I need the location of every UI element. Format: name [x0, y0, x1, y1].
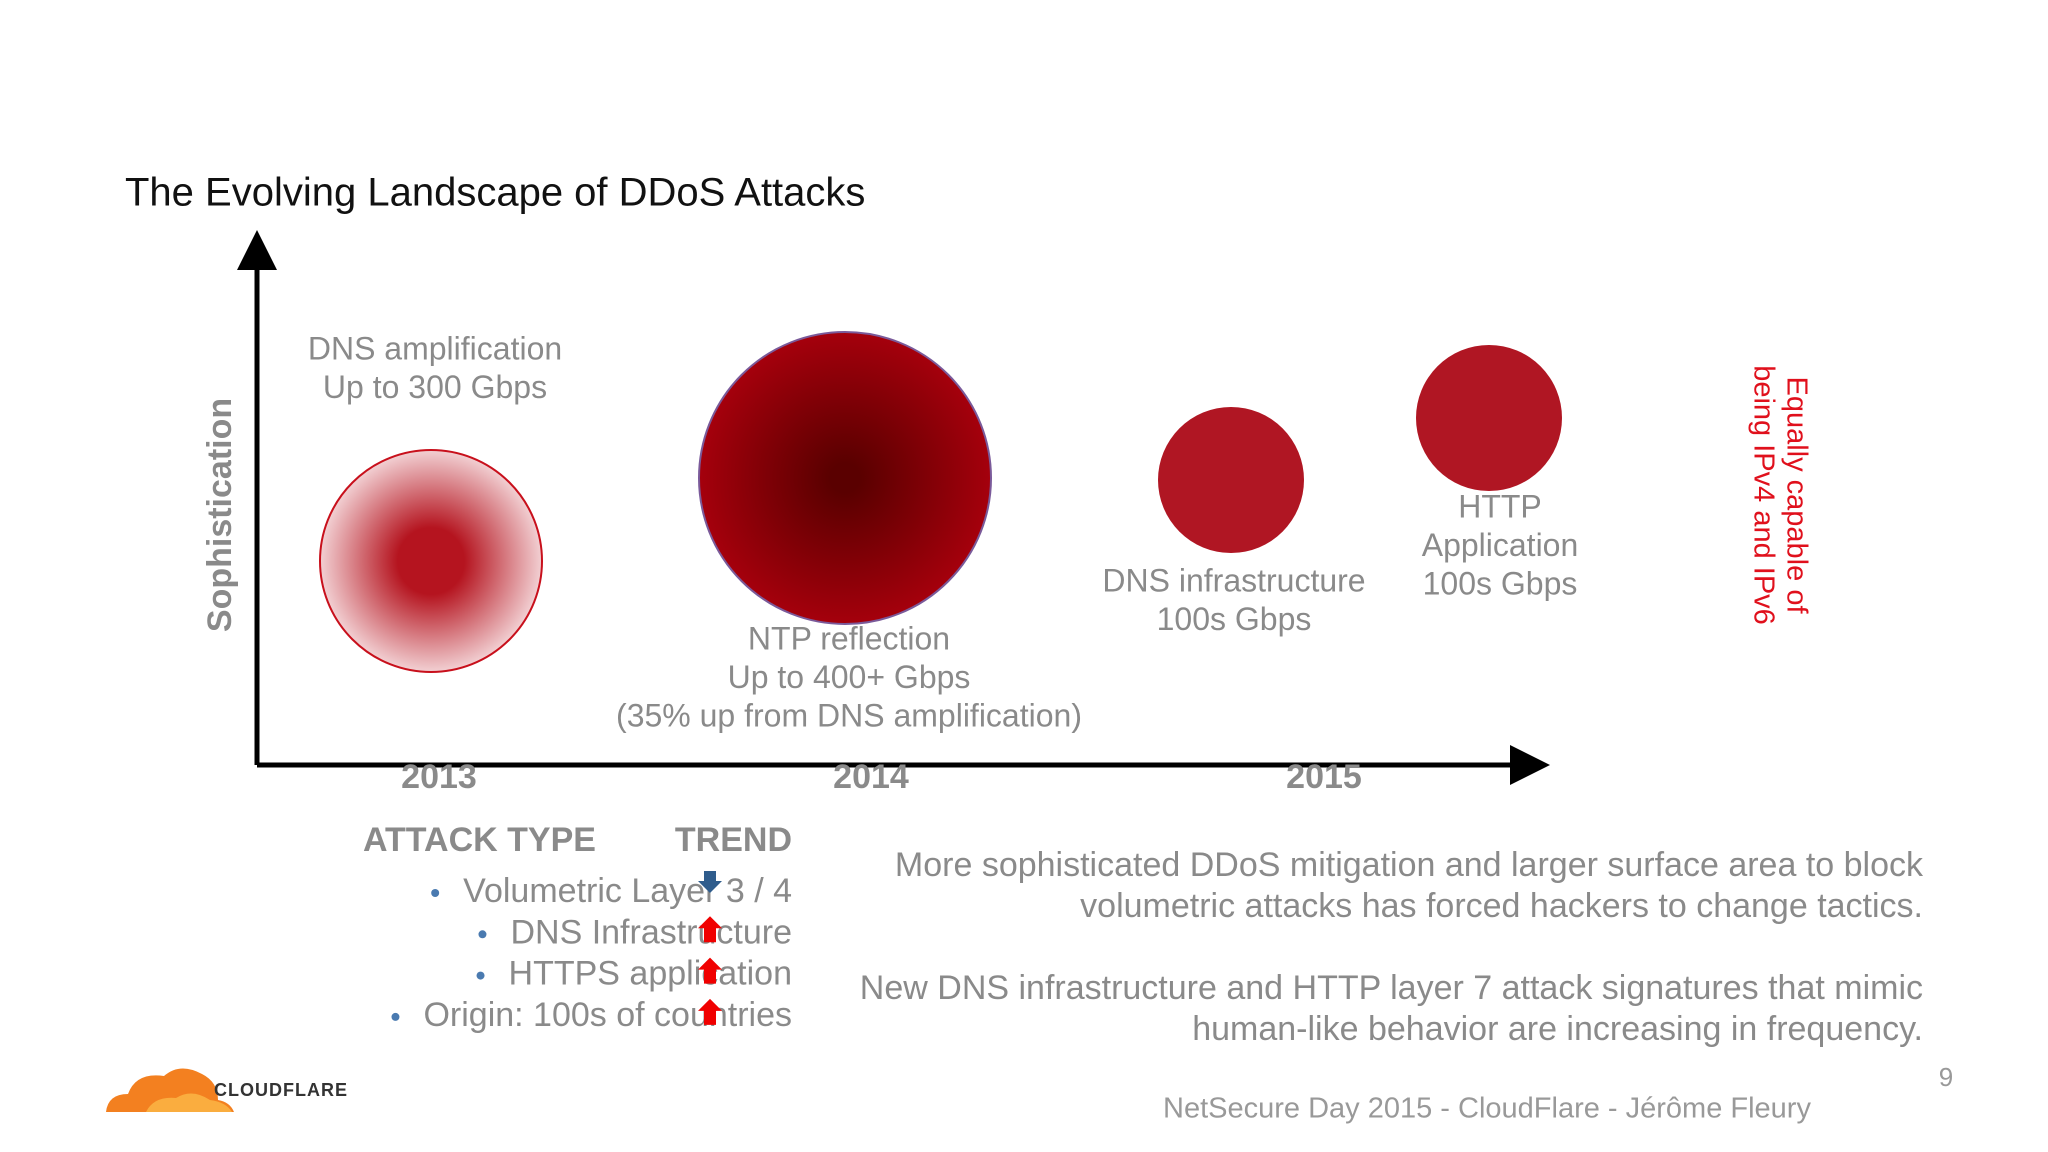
bubble-label: HTTP	[1458, 488, 1542, 524]
bubble-label: DNS infrastructure	[1102, 562, 1365, 598]
attack-type: Origin: 100s of countries	[423, 996, 792, 1034]
trend-up	[698, 957, 722, 984]
bubble-label: Application	[1422, 527, 1579, 563]
bubble	[1416, 345, 1562, 491]
table-header: TREND	[675, 821, 792, 859]
x-label: 2013	[401, 758, 477, 796]
x-label: 2014	[833, 758, 909, 796]
bullet	[431, 889, 440, 897]
x-label: 2015	[1286, 758, 1362, 796]
trend-up	[698, 998, 722, 1025]
bubble-label: 100s Gbps	[1157, 601, 1312, 637]
paragraph: volumetric attacks has forced hackers to…	[1080, 887, 1923, 925]
bubble-label: Up to 300 Gbps	[323, 369, 547, 405]
bubble-label: NTP reflection	[748, 620, 950, 656]
paragraph: New DNS infrastructure and HTTP layer 7 …	[860, 969, 1923, 1007]
logo-text: CLOUDFLARE	[214, 1080, 348, 1100]
bubble-label: DNS amplification	[308, 330, 562, 366]
paragraph: More sophisticated DDoS mitigation and l…	[895, 846, 1924, 884]
bullet	[391, 1012, 400, 1021]
bubble	[698, 331, 992, 625]
bubble-label: 100s Gbps	[1423, 565, 1578, 601]
title: The Evolving Landscape of DDoS Attacks	[125, 171, 865, 215]
bubble-label: (35% up from DNS amplification)	[616, 697, 1082, 733]
page-number: 9	[1939, 1062, 1953, 1092]
bullet	[478, 930, 487, 939]
bubble-label: Up to 400+ Gbps	[728, 659, 971, 695]
attack-type: HTTPS application	[509, 955, 792, 993]
side-note: being IPv4 and IPv6	[1747, 365, 1779, 625]
trend-up	[698, 916, 722, 943]
paragraph: human-like behavior are increasing in fr…	[1192, 1010, 1923, 1048]
footer: NetSecure Day 2015 - CloudFlare - Jérôme…	[1163, 1093, 1811, 1125]
table-header: ATTACK TYPE	[363, 821, 596, 859]
trend-down	[698, 871, 722, 893]
attack-type: Volumetric Layer 3 / 4	[463, 872, 792, 910]
bullet	[476, 971, 485, 980]
bubble	[1158, 407, 1304, 553]
logo-icon	[106, 1068, 234, 1112]
bubble	[319, 449, 543, 673]
y-axis-label: Sophistication	[201, 398, 239, 632]
side-note: Equally capable of	[1780, 377, 1812, 615]
attack-type: DNS Infrastructure	[510, 913, 792, 951]
